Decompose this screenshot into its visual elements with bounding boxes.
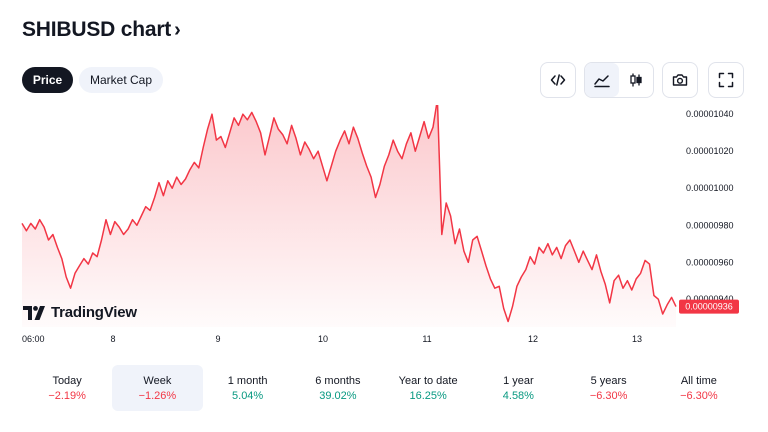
tradingview-logo-icon <box>23 305 45 320</box>
x-tick-label: 10 <box>318 334 328 344</box>
tradingview-logo-text: TradingView <box>51 304 137 321</box>
period-week[interactable]: Week −1.26% <box>112 365 203 411</box>
y-tick-label: 0.00000980 <box>686 220 734 230</box>
snapshot-button[interactable] <box>662 62 698 98</box>
x-tick-label: 8 <box>110 334 115 344</box>
fullscreen-icon <box>718 72 734 88</box>
period-change: 16.25% <box>409 389 447 402</box>
x-tick-label: 13 <box>632 334 642 344</box>
price-area-fill <box>22 105 676 327</box>
period-year-to-date[interactable]: Year to date 16.25% <box>383 365 473 411</box>
chart-title-link[interactable]: SHIBUSD chart › <box>22 18 181 42</box>
last-price-badge <box>679 299 739 314</box>
period-change: −1.26% <box>138 389 177 402</box>
period-change: −2.19% <box>48 389 86 402</box>
y-tick-label: 0.00000960 <box>686 257 734 267</box>
price-chart-svg: 0.00001040 0.00001020 0.00001000 0.00000980… <box>21 105 739 344</box>
price-series-line <box>21 105 677 323</box>
period-change: 39.02% <box>319 389 357 402</box>
tab-market-cap[interactable]: Market Cap <box>79 67 163 93</box>
x-tick-label: 06:00 <box>22 334 45 344</box>
period-name: Week <box>143 374 172 387</box>
period-name: 6 months <box>315 374 361 387</box>
period-name: Today <box>52 374 82 387</box>
period-1-year[interactable]: 1 year 4.58% <box>473 365 563 411</box>
chevron-right-icon: › <box>174 18 181 41</box>
period-5-years[interactable]: 5 years −6.30% <box>564 365 654 411</box>
period-selector: Today −2.19% Week −1.26% 1 month 5.04% 6 month… <box>22 365 744 411</box>
period-1-month[interactable]: 1 month 5.04% <box>203 365 293 411</box>
area-style-button[interactable] <box>585 63 619 97</box>
period-today[interactable]: Today −2.19% <box>22 365 112 411</box>
candlestick-icon <box>630 73 642 87</box>
chart-style-toggle <box>584 62 654 98</box>
period-name: Year to date <box>398 374 458 387</box>
period-name: 5 years <box>590 374 627 387</box>
page-title: SHIBUSD chart <box>22 18 172 41</box>
x-tick-label: 12 <box>528 334 538 344</box>
tradingview-logo[interactable]: TradingView <box>23 304 137 321</box>
period-change: −6.30% <box>589 389 628 402</box>
y-tick-label: 0.00001000 <box>686 183 734 193</box>
period-change: −6.30% <box>680 389 718 402</box>
last-price-label: 0.00000936 <box>685 302 733 312</box>
code-icon <box>550 74 566 86</box>
period-name: 1 month <box>227 374 268 387</box>
period-change: 4.58% <box>502 389 534 402</box>
embed-button[interactable] <box>540 62 576 98</box>
camera-icon <box>672 74 688 86</box>
period-change: 5.04% <box>232 389 264 402</box>
period-all-time[interactable]: All time −6.30% <box>654 365 744 411</box>
period-name: All time <box>680 374 717 387</box>
y-tick-label: 0.00001040 <box>686 109 734 119</box>
period-6-months[interactable]: 6 months 39.02% <box>293 365 383 411</box>
y-tick-label: 0.00000940 <box>686 294 734 304</box>
fullscreen-button[interactable] <box>708 62 744 98</box>
x-tick-label: 11 <box>422 334 431 344</box>
area-chart-icon <box>594 75 610 88</box>
x-tick-label: 9 <box>215 334 220 344</box>
price-chart[interactable]: 0.00001040 0.00001020 0.00001000 0.00000980… <box>0 105 768 350</box>
period-name: 1 year <box>503 374 534 387</box>
candles-style-button[interactable] <box>619 63 653 97</box>
tab-price[interactable]: Price <box>22 67 73 93</box>
y-tick-label: 0.00001020 <box>686 146 734 156</box>
